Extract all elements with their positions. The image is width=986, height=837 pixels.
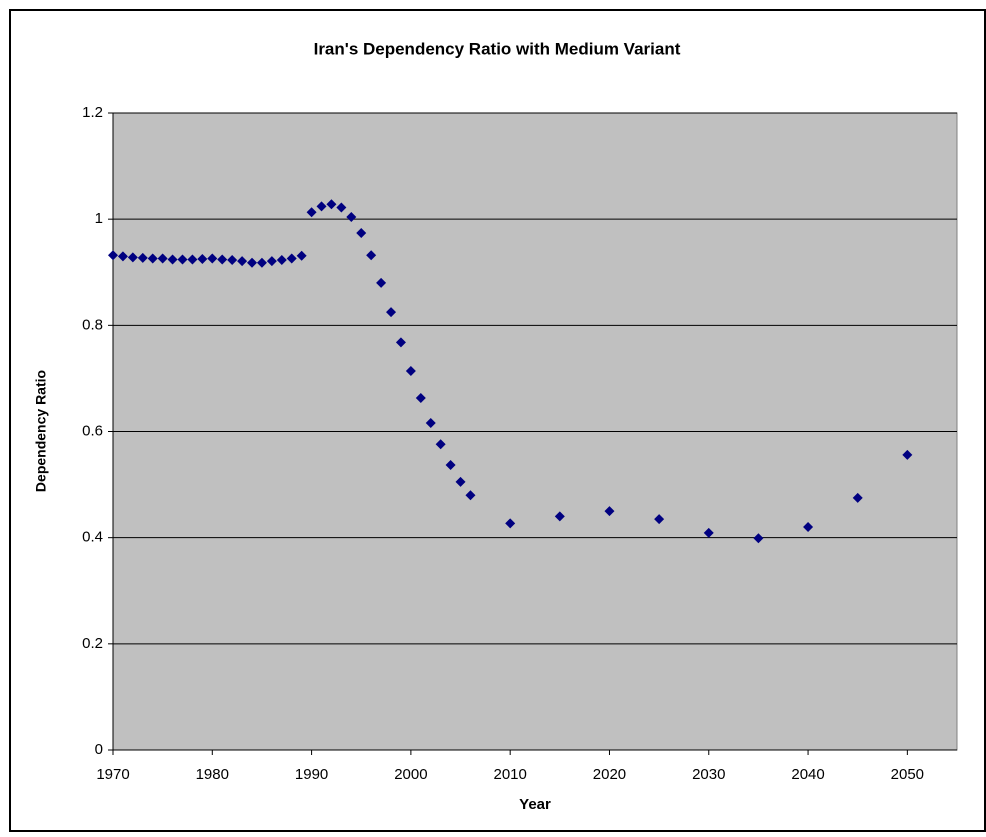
marker [217,254,228,265]
marker [902,449,913,460]
marker [207,253,218,264]
x-tick-label: 1980 [196,766,229,783]
marker [117,251,128,262]
x-tick-label: 2020 [593,766,626,783]
marker [147,253,158,264]
y-axis-label: Dependency Ratio [33,370,49,492]
marker [654,514,665,525]
y-tick-label: 0 [95,741,103,758]
marker [197,253,208,264]
y-tick-label: 0.2 [82,635,103,652]
marker [346,212,357,223]
marker [445,459,456,470]
y-tick-label: 1.2 [82,104,103,121]
marker [366,250,377,261]
marker [415,393,426,404]
marker [137,252,148,263]
marker [395,337,406,348]
marker [604,506,615,517]
marker [237,256,248,267]
x-tick-label: 2040 [791,766,824,783]
marker [803,522,814,533]
marker [286,253,297,264]
marker [296,250,307,261]
marker [187,254,198,265]
marker [306,207,317,218]
marker [108,250,118,261]
x-tick-label: 2010 [493,766,526,783]
marker [753,533,764,544]
marker [316,201,327,212]
x-tick-label: 1970 [96,766,129,783]
marker [852,492,863,503]
marker [356,227,367,238]
marker [376,277,387,288]
marker [157,253,168,264]
marker [326,199,337,210]
marker [505,518,516,529]
y-tick-label: 0.4 [82,529,103,546]
marker [425,418,436,429]
x-tick-label: 2030 [692,766,725,783]
marker [127,252,138,263]
x-tick-label: 1990 [295,766,328,783]
marker [247,257,258,268]
chart-title: Iran's Dependency Ratio with Medium Vari… [314,39,681,58]
marker [465,490,476,501]
marker [167,254,178,265]
marker [336,202,347,213]
x-tick-label: 2050 [891,766,924,783]
y-tick-label: 0.6 [82,422,103,439]
marker [276,255,287,266]
marker [266,256,277,267]
marker [703,527,714,538]
marker [435,439,446,450]
marker [256,257,267,268]
x-tick-label: 2000 [394,766,427,783]
x-axis-label: Year [519,796,551,813]
y-tick-label: 1 [95,210,103,227]
marker [386,307,397,318]
marker [455,476,466,487]
marker [554,511,565,522]
y-tick-label: 0.8 [82,316,103,333]
marker [405,365,416,376]
marker [177,254,188,265]
marker [227,255,238,266]
